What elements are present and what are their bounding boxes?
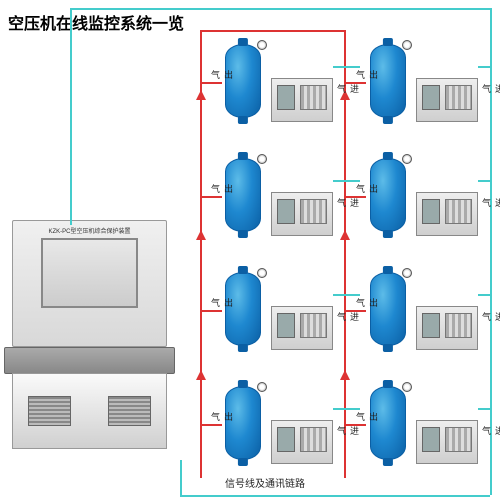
pressure-gauge: [402, 382, 412, 392]
pressure-gauge: [257, 40, 267, 50]
compressor-cabinet: [416, 78, 478, 122]
air-out-label: 出气: [209, 412, 235, 421]
air-in-label: 进气: [480, 198, 500, 207]
air-out-label: 出气: [209, 70, 235, 79]
compressor-panel: [422, 427, 440, 452]
flow-arrow-icon: [340, 370, 350, 380]
air-tank: [225, 272, 261, 346]
compressor-panel: [277, 85, 295, 110]
flow-arrow-icon: [196, 370, 206, 380]
pressure-gauge: [257, 382, 267, 392]
air-tank: [225, 158, 261, 232]
air-in-label: 进气: [335, 312, 361, 321]
signal-line: [490, 8, 492, 495]
air-tank: [225, 44, 261, 118]
signal-line: [478, 66, 490, 68]
air-out-label: 出气: [354, 298, 380, 307]
air-out-label: 出气: [209, 298, 235, 307]
air-tank: [225, 386, 261, 460]
page-title: 空压机在线监控系统一览: [8, 10, 184, 34]
signal-line: [478, 294, 490, 296]
compressor-cabinet: [271, 78, 333, 122]
signal-line: [333, 294, 360, 296]
air-pipe: [200, 424, 222, 426]
air-pipe: [200, 196, 222, 198]
flow-arrow-icon: [196, 230, 206, 240]
air-tank: [370, 272, 406, 346]
console-monitor: KZK-PC型空压机综合保护装置: [12, 220, 167, 347]
console-screen: [41, 238, 139, 308]
console-base: [12, 373, 167, 449]
pressure-gauge: [402, 154, 412, 164]
air-out-label: 出气: [209, 184, 235, 193]
signal-line: [478, 408, 490, 410]
console-model-label: KZK-PC型空压机综合保护装置: [13, 226, 166, 235]
compressor-grille: [445, 85, 472, 110]
compressor-panel: [422, 313, 440, 338]
signal-line: [70, 8, 490, 10]
signal-line: [70, 8, 72, 225]
compressor-cabinet: [271, 192, 333, 236]
air-in-label: 进气: [335, 198, 361, 207]
air-in-label: 进气: [480, 312, 500, 321]
compressor-grille: [300, 427, 327, 452]
compressor-cabinet: [416, 306, 478, 350]
signal-line: [333, 66, 360, 68]
console-vent-right: [108, 396, 151, 426]
pressure-gauge: [257, 268, 267, 278]
compressor-panel: [277, 199, 295, 224]
air-in-label: 进气: [335, 84, 361, 93]
air-pipe: [200, 30, 344, 32]
pressure-gauge: [402, 40, 412, 50]
signal-line: [180, 495, 490, 497]
signal-line: [478, 180, 490, 182]
air-out-label: 出气: [354, 412, 380, 421]
air-in-label: 进气: [480, 426, 500, 435]
compressor-panel: [422, 199, 440, 224]
signal-line: [333, 180, 360, 182]
air-pipe: [200, 82, 222, 84]
air-out-label: 出气: [354, 70, 380, 79]
pressure-gauge: [257, 154, 267, 164]
flow-arrow-icon: [340, 230, 350, 240]
air-tank: [370, 386, 406, 460]
compressor-panel: [277, 313, 295, 338]
pressure-gauge: [402, 268, 412, 278]
signal-line: [333, 408, 360, 410]
compressor-cabinet: [416, 420, 478, 464]
air-out-label: 出气: [354, 184, 380, 193]
compressor-grille: [300, 85, 327, 110]
air-in-label: 进气: [335, 426, 361, 435]
compressor-grille: [445, 313, 472, 338]
signal-line: [180, 460, 182, 495]
air-in-label: 进气: [480, 84, 500, 93]
signal-line-caption: 信号线及通讯链路: [225, 475, 305, 490]
compressor-grille: [300, 313, 327, 338]
compressor-cabinet: [271, 306, 333, 350]
compressor-grille: [300, 199, 327, 224]
compressor-panel: [277, 427, 295, 452]
console-desk: [4, 347, 175, 375]
compressor-grille: [445, 199, 472, 224]
air-pipe: [200, 310, 222, 312]
console-vent-left: [28, 396, 71, 426]
flow-arrow-icon: [196, 90, 206, 100]
compressor-grille: [445, 427, 472, 452]
compressor-cabinet: [271, 420, 333, 464]
compressor-cabinet: [416, 192, 478, 236]
air-tank: [370, 158, 406, 232]
air-tank: [370, 44, 406, 118]
control-console: KZK-PC型空压机综合保护装置: [12, 220, 167, 450]
compressor-panel: [422, 85, 440, 110]
